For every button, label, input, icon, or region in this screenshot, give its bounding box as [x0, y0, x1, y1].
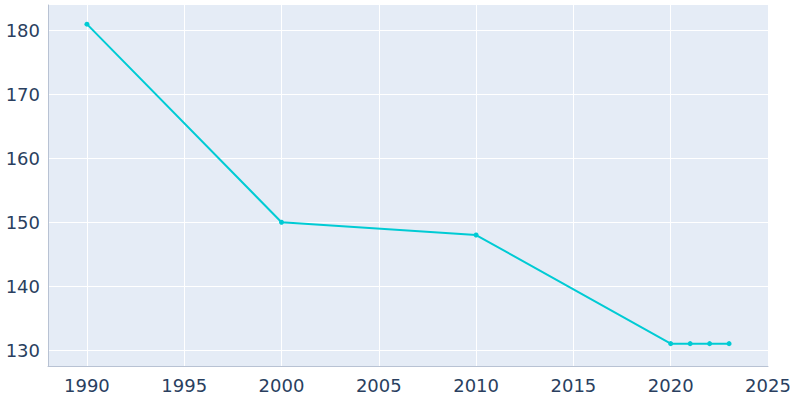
svg-text:150: 150	[6, 212, 40, 233]
svg-text:160: 160	[6, 148, 40, 169]
svg-text:130: 130	[6, 340, 40, 361]
svg-text:180: 180	[6, 20, 40, 41]
svg-text:1990: 1990	[64, 375, 110, 396]
svg-text:2015: 2015	[550, 375, 596, 396]
svg-text:2025: 2025	[745, 375, 791, 396]
svg-text:2000: 2000	[259, 375, 305, 396]
svg-text:2005: 2005	[356, 375, 402, 396]
svg-text:1995: 1995	[161, 375, 207, 396]
svg-text:170: 170	[6, 84, 40, 105]
svg-text:2010: 2010	[453, 375, 499, 396]
svg-text:140: 140	[6, 276, 40, 297]
svg-text:2020: 2020	[648, 375, 694, 396]
